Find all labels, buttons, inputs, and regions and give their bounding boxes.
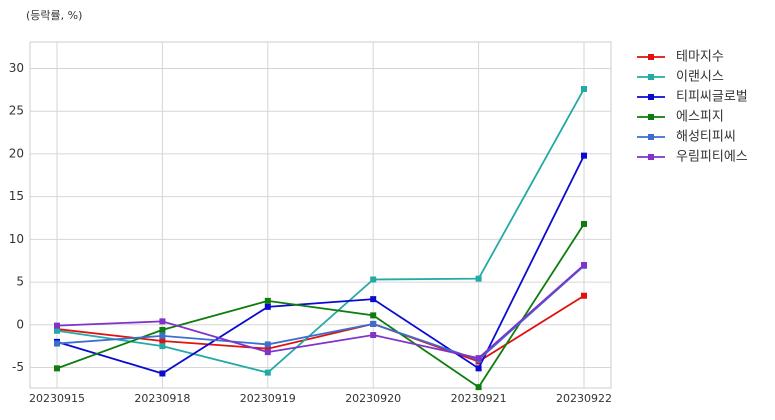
series-line [56, 264, 585, 360]
legend-marker [648, 54, 654, 60]
point [370, 296, 377, 303]
legend-label: 이랜시스 [676, 70, 724, 85]
point [370, 320, 377, 327]
series-line [56, 294, 585, 363]
legend-marker [648, 74, 654, 80]
x-tick-label: 20230922 [556, 392, 612, 405]
point [475, 365, 482, 372]
point [264, 341, 271, 348]
point [54, 322, 60, 329]
point [370, 276, 377, 283]
point [54, 365, 60, 372]
x-tick-label: 20230921 [451, 392, 507, 405]
y-tick-label: -5 [12, 360, 24, 374]
point [475, 275, 482, 282]
point [475, 384, 482, 391]
point [581, 292, 587, 299]
point [54, 327, 60, 334]
series-line [56, 88, 585, 374]
y-tick-label: 0 [16, 317, 24, 331]
point [581, 152, 587, 159]
x-tick-label: 20230919 [240, 392, 296, 405]
point [264, 303, 271, 310]
point [159, 326, 166, 333]
point [264, 345, 271, 352]
legend-marker [648, 134, 654, 140]
series-line [56, 265, 585, 361]
point [159, 370, 166, 377]
series-line [56, 155, 585, 375]
point [264, 369, 271, 376]
legend-label: 해성티피씨 [676, 130, 736, 145]
legend-label: 테마지수 [676, 50, 724, 65]
legend-label: 에스피지 [676, 110, 724, 125]
chart-subtitle: (등락률, %) [26, 9, 82, 22]
y-tick-label: 20 [9, 146, 24, 160]
legend-marker [648, 154, 654, 160]
point [159, 318, 166, 325]
x-tick-label: 20230918 [134, 392, 190, 405]
point [581, 261, 587, 268]
point [370, 332, 377, 339]
legend-label: 우림피티에스 [676, 150, 748, 165]
x-tick-label: 20230915 [29, 392, 85, 405]
point [159, 332, 166, 339]
point [159, 343, 166, 350]
legend-marker [648, 114, 654, 120]
legend-label: 티피씨글로벌 [676, 90, 748, 105]
point [264, 349, 271, 356]
legend-marker [648, 94, 654, 100]
y-tick-label: 15 [9, 189, 24, 203]
point [370, 312, 377, 319]
y-tick-label: 5 [16, 275, 24, 289]
y-tick-label: 30 [9, 61, 24, 75]
y-tick-label: 10 [9, 232, 24, 246]
point [264, 297, 271, 304]
point [475, 355, 482, 362]
point [54, 340, 60, 347]
point [581, 220, 587, 227]
y-tick-label: 25 [9, 104, 24, 118]
point [581, 85, 587, 92]
x-tick-label: 20230920 [345, 392, 401, 405]
point [159, 338, 166, 345]
